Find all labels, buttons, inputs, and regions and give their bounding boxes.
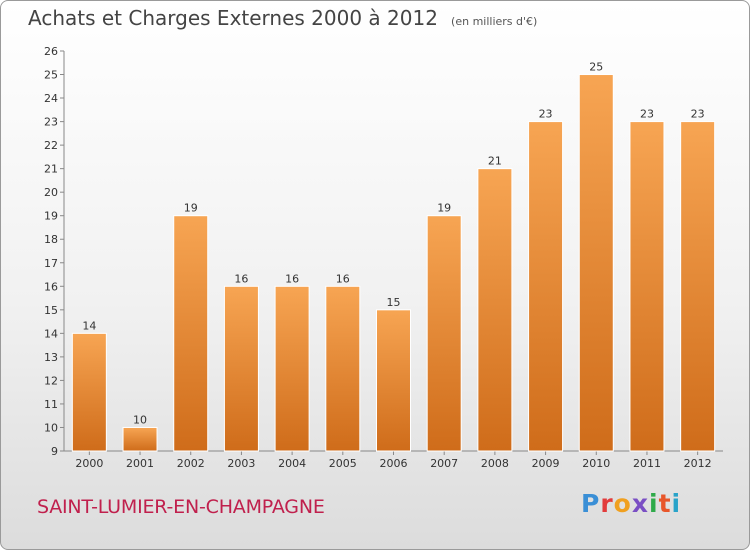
logo-letter: i	[671, 489, 682, 518]
proxiti-logo: Proxiti	[581, 489, 681, 518]
bar-2001	[122, 426, 158, 452]
chart-subtitle: (en milliers d'€)	[451, 15, 538, 28]
y-tick-label: 18	[44, 233, 58, 246]
x-tick-label: 2012	[684, 457, 712, 470]
bar-2011	[629, 121, 665, 452]
data-label: 19	[437, 202, 451, 215]
x-tick-label: 2011	[633, 457, 661, 470]
x-tick-label: 2006	[380, 457, 408, 470]
data-label: 23	[691, 108, 705, 121]
data-label: 19	[184, 202, 198, 215]
logo-letter: r	[600, 489, 614, 518]
x-tick-label: 2002	[177, 457, 205, 470]
bar-2005	[325, 285, 361, 452]
chart-bars	[71, 74, 716, 452]
x-tick-label: 2003	[227, 457, 255, 470]
x-tick-label: 2007	[430, 457, 458, 470]
y-tick-label: 11	[44, 398, 58, 411]
bar-2008	[477, 168, 513, 452]
bar-2010	[578, 74, 614, 452]
y-tick-label: 17	[44, 257, 58, 270]
commune-name: SAINT-LUMIER-EN-CHAMPAGNE	[37, 496, 325, 518]
bar-2006	[376, 309, 411, 452]
title-row: Achats et Charges Externes 2000 à 2012 (…	[28, 6, 537, 30]
data-label: 16	[336, 272, 350, 285]
bar-2003	[223, 285, 259, 452]
logo-letter: x	[631, 489, 649, 518]
data-label: 14	[82, 319, 96, 332]
logo-letter: t	[658, 489, 672, 518]
logo-letter: P	[581, 489, 601, 518]
y-tick-label: 20	[44, 186, 58, 199]
data-label: 25	[589, 61, 603, 74]
y-tick-label: 10	[44, 421, 58, 434]
x-tick-label: 2009	[532, 457, 560, 470]
y-tick-label: 9	[51, 445, 58, 458]
y-tick-label: 21	[44, 163, 58, 176]
x-tick-label: 2000	[75, 457, 103, 470]
bar-2009	[528, 121, 564, 452]
bar-2002	[173, 215, 209, 452]
y-tick-label: 16	[44, 280, 58, 293]
y-tick-label: 15	[44, 304, 58, 317]
y-tick-label: 12	[44, 374, 58, 387]
y-tick-label: 22	[44, 139, 58, 152]
data-label: 10	[133, 413, 147, 426]
chart-axes: 9 10 11 12 13 14 15 16 17 18 19 20 21 22 23 24 25 26 2000 2…	[44, 45, 723, 470]
x-tick-label: 2010	[582, 457, 610, 470]
data-label: 23	[640, 108, 654, 121]
bar-2007	[426, 215, 462, 452]
y-tick-label: 24	[44, 92, 58, 105]
x-tick-label: 2008	[481, 457, 509, 470]
bar-2004	[274, 285, 310, 452]
data-label: 21	[488, 155, 502, 168]
data-label: 16	[234, 272, 248, 285]
logo-letter: o	[613, 489, 632, 518]
y-tick-label: 13	[44, 351, 58, 364]
data-label: 23	[539, 108, 553, 121]
y-tick-label: 23	[44, 116, 58, 129]
x-tick-label: 2005	[329, 457, 357, 470]
x-tick-label: 2001	[126, 457, 154, 470]
x-tick-label: 2004	[278, 457, 306, 470]
data-label: 16	[285, 272, 299, 285]
y-tick-label: 25	[44, 69, 58, 82]
y-tick-label: 19	[44, 210, 58, 223]
bar-2000	[71, 332, 107, 452]
y-tick-label: 26	[44, 45, 58, 58]
chart-title: Achats et Charges Externes 2000 à 2012	[28, 6, 438, 30]
chart-data-labels: 14 10 19 16 16 16 15 19 21 23 25 23 23	[82, 61, 704, 427]
data-label: 15	[387, 296, 401, 309]
logo-letter: i	[649, 489, 659, 518]
y-tick-label: 14	[44, 327, 58, 340]
bar-2012	[680, 121, 716, 452]
